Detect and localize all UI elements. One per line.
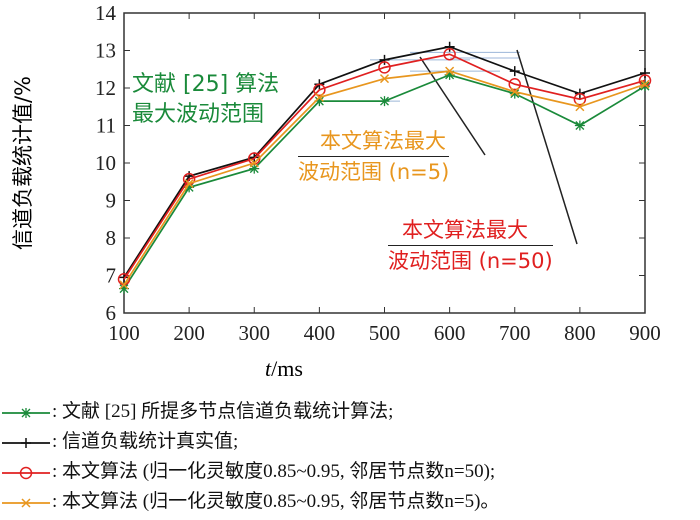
data-point <box>640 79 650 89</box>
y-tick-label: 12 <box>95 76 116 100</box>
x-tick-label: 600 <box>434 321 466 345</box>
legend-item: : 信道负载统计真实值; <box>0 426 238 453</box>
legend-label: 本文算法 (归一化灵敏度0.85~0.95, 邻居节点数n=50); <box>62 461 496 482</box>
legend-swatch-marker <box>19 466 33 479</box>
data-point <box>573 93 587 106</box>
series-line <box>123 53 646 280</box>
annotation-n5: 本文算法最大 波动范围 (n=5) <box>298 126 450 187</box>
data-point <box>640 68 650 78</box>
line-chart: 100 200 300 400 500 600 700 800 900 6 7 8 9 10 11 12 13 1… <box>95 1 661 345</box>
data-point <box>379 96 390 107</box>
legend-swatch-marker <box>21 437 31 448</box>
data-point <box>314 92 324 102</box>
x-axis-label: t/ms <box>265 356 303 382</box>
legend-swatch-marker <box>21 498 31 508</box>
y-axis-label: 信道负载统计值/% <box>11 75 35 251</box>
legend-swatch <box>2 466 50 479</box>
y-tick-label: 10 <box>95 151 116 175</box>
data-point <box>249 163 260 174</box>
x-tick-label: 400 <box>304 321 336 345</box>
legend-swatch <box>2 498 50 508</box>
legend-swatch <box>2 407 50 418</box>
data-point <box>119 280 129 290</box>
annotation-ref25-line2: 最大波动范围 <box>132 102 265 127</box>
x-tick-label: 800 <box>564 321 596 345</box>
data-point <box>184 179 194 189</box>
data-point <box>445 66 455 76</box>
x-tick-label: 500 <box>369 321 401 345</box>
y-tick-label: 8 <box>106 226 117 250</box>
legend-prefix: : <box>52 431 63 452</box>
data-point <box>313 83 326 97</box>
legend-label: 文献 [25] 所提多节点信道负载统计算法; <box>62 401 394 422</box>
data-point <box>574 120 585 131</box>
data-point <box>443 48 456 61</box>
data-point <box>249 158 259 168</box>
data-point <box>378 61 391 74</box>
data-point <box>509 66 520 77</box>
legend-item: : 本文算法 (归一化灵敏度0.85~0.95, 邻居节点数n=50); <box>0 456 495 483</box>
data-point <box>444 41 455 52</box>
legend-swatch <box>2 437 50 448</box>
annotation-n5-line1: 本文算法最大 <box>298 126 450 157</box>
x-axis-label-unit: /ms <box>271 356 303 381</box>
data-point <box>314 96 325 107</box>
legend-item: : 文献 [25] 所提多节点信道负载统计算法; <box>0 396 393 423</box>
legend-label: 信道负载统计真实值; <box>62 431 239 452</box>
data-point <box>575 102 585 112</box>
x-tick-label: 200 <box>173 321 205 345</box>
y-tick-label: 9 <box>106 189 117 213</box>
data-point <box>379 54 390 65</box>
y-tick-label: 6 <box>106 301 117 325</box>
data-point <box>119 283 129 294</box>
data-point <box>508 78 521 91</box>
annotation-ref25: 文献 [25] 算法 最大波动范围 <box>40 70 279 130</box>
callout-line-n50 <box>516 49 578 245</box>
series-3 <box>119 66 650 290</box>
legend-label: 本文算法 (归一化灵敏度0.85~0.95, 邻居节点数n=5)。 <box>62 491 500 512</box>
annotation-ref25-line1: 文献 [25] 算法 <box>132 72 280 97</box>
data-point <box>379 74 390 84</box>
legend-prefix: : <box>52 461 63 482</box>
y-tick-label: 13 <box>95 39 116 63</box>
data-point <box>638 74 652 87</box>
x-tick-label: 300 <box>239 321 271 345</box>
x-tick-label: 700 <box>499 321 531 345</box>
x-tick-label: 900 <box>629 321 661 345</box>
annotation-n5-line2: 波动范围 (n=5) <box>298 160 450 184</box>
y-tick-label: 11 <box>96 114 116 138</box>
legend-prefix: : <box>52 401 63 422</box>
legend-swatch-marker <box>21 407 31 418</box>
y-tick-label: 14 <box>95 1 117 25</box>
annotation-n50: 本文算法最大 波动范围 (n=50) <box>388 215 553 276</box>
y-tick-label: 7 <box>106 264 117 288</box>
legend-item: : 本文算法 (归一化灵敏度0.85~0.95, 邻居节点数n=5)。 <box>0 486 499 513</box>
legend-prefix: : <box>52 491 63 512</box>
x-axis-label-var: t <box>265 356 272 381</box>
x-tick-label: 100 <box>108 321 140 345</box>
annotation-n50-line2: 波动范围 (n=50) <box>388 249 553 273</box>
data-point <box>510 87 520 97</box>
annotation-n50-line1: 本文算法最大 <box>388 215 553 246</box>
